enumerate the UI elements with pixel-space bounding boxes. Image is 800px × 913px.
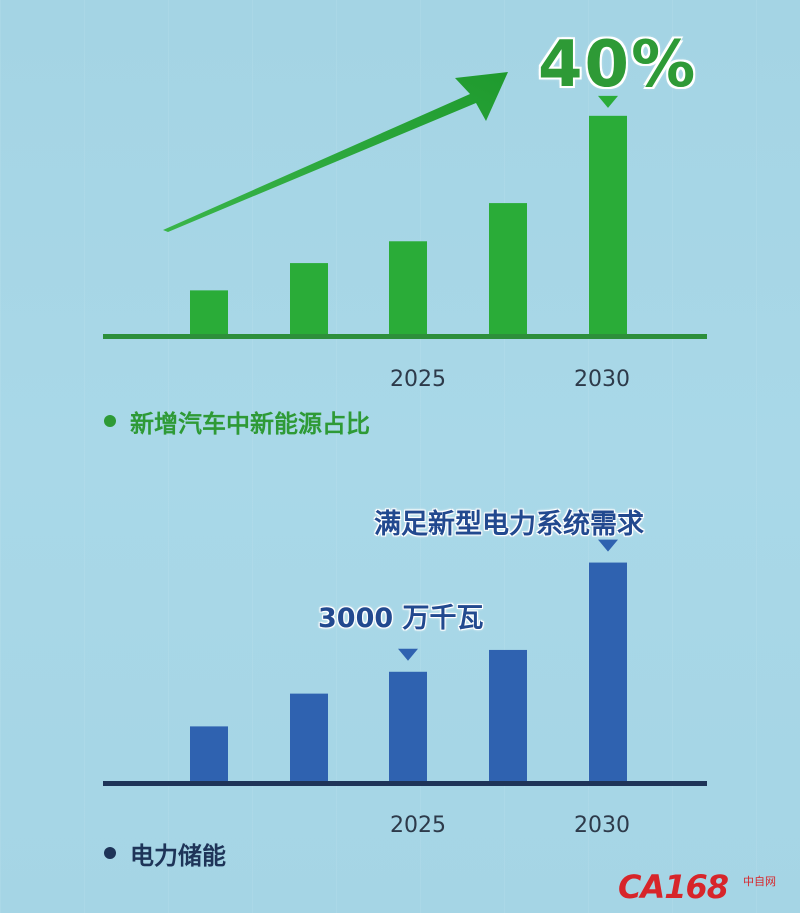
chart-2-bar	[489, 649, 527, 781]
chart-1-pointer	[598, 95, 618, 108]
chart-1-bar	[190, 290, 228, 334]
ca168-logo-sub: 中自网	[743, 875, 776, 888]
chart-2-bar	[290, 693, 328, 781]
chart-2-pointer	[398, 648, 418, 661]
chart-1-tick-label: 2030	[574, 367, 630, 392]
chart-2-tick-label: 2030	[574, 813, 630, 838]
chart-2	[103, 539, 707, 786]
chart-1-legend-label: 新增汽车中新能源占比	[130, 409, 370, 438]
chart-1-bar	[290, 263, 328, 334]
chart-1-bar	[589, 115, 627, 335]
chart-1-annotation: 40%	[538, 28, 698, 102]
legend-dot-icon	[104, 847, 116, 859]
legend-dot-icon	[104, 415, 116, 427]
chart-2-annotation: 3000 万千瓦	[318, 603, 484, 634]
ca168-logo: CA168	[618, 868, 729, 906]
chart-2-annotation: 满足新型电力系统需求	[374, 509, 644, 540]
chart-2-bar	[190, 726, 228, 781]
chart-1-bar	[489, 203, 527, 334]
chart-2-legend-label: 电力储能	[130, 841, 226, 870]
chart-1-bar	[389, 241, 427, 334]
chart-1-tick-label: 2025	[390, 367, 446, 392]
chart-1-legend: 新增汽车中新能源占比	[104, 406, 370, 438]
chart-2-tick-label: 2025	[390, 813, 446, 838]
chart-2-pointer	[598, 539, 618, 552]
chart-1-x-axis	[103, 334, 707, 339]
trend-arrow-icon	[163, 72, 508, 232]
chart-1	[103, 72, 707, 339]
chart-2-x-axis	[103, 781, 707, 786]
chart-2-bar	[389, 671, 427, 781]
chart-2-bar	[589, 562, 627, 781]
chart-2-legend: 电力储能	[104, 838, 226, 870]
